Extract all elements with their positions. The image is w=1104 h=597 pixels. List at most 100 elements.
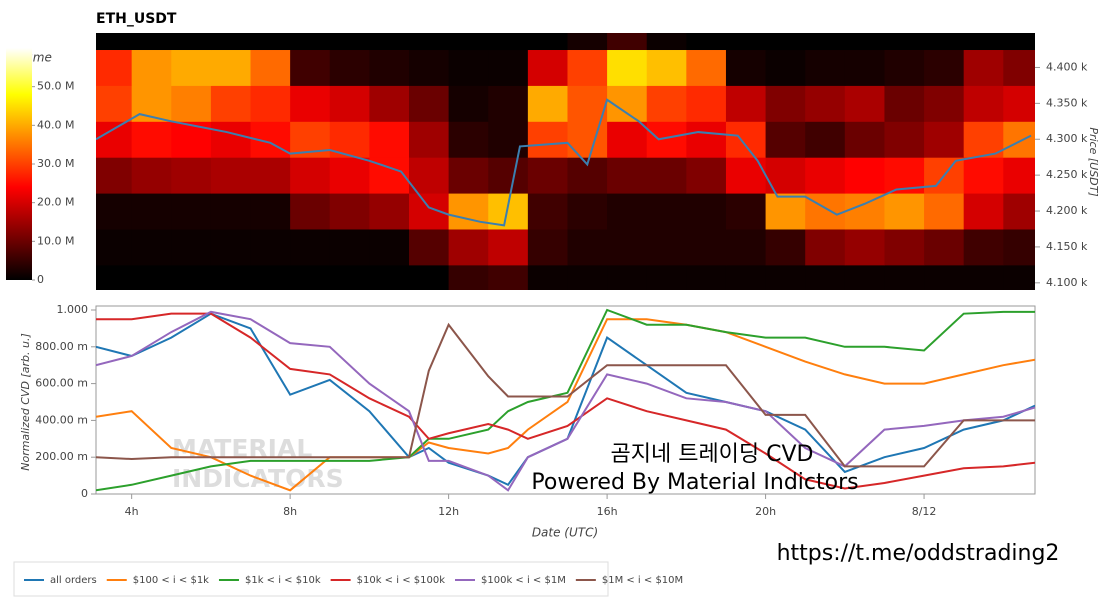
- heatmap-cell: [369, 33, 410, 51]
- heatmap-cell: [924, 33, 965, 51]
- heatmap-cell: [171, 49, 212, 86]
- heatmap-cell: [1003, 193, 1035, 230]
- heatmap-cell: [290, 157, 331, 194]
- heatmap-cell: [527, 49, 568, 86]
- heatmap-cell: [567, 228, 608, 266]
- colorbar: [6, 48, 32, 280]
- heatmap-cell: [686, 85, 727, 122]
- heatmap-cell: [96, 157, 133, 194]
- heatmap-cell: [884, 33, 925, 51]
- heatmap-cell: [448, 228, 489, 266]
- heatmap-cell: [369, 121, 410, 158]
- heatmap-cell: [646, 264, 687, 290]
- heatmap-cell: [210, 85, 252, 122]
- heatmap-cell: [844, 121, 885, 158]
- x-tick-label: 8h: [283, 505, 297, 518]
- heatmap-cell: [765, 157, 806, 194]
- heatmap-cell: [1003, 121, 1035, 158]
- y-axis-label: Price [USDT]: [1087, 127, 1100, 196]
- heatmap-cell: [329, 33, 370, 51]
- heatmap-cell: [805, 264, 846, 290]
- line-layer: [96, 308, 1035, 492]
- heatmap-cell: [765, 228, 806, 266]
- x-axis-label: Date (UTC): [532, 526, 598, 540]
- heatmap-cell: [567, 121, 608, 158]
- legend-label: $1k < i < $10k: [245, 575, 321, 586]
- y-tick-label: 4.100 k: [1046, 276, 1088, 289]
- heatmap-cell: [963, 228, 1004, 266]
- heatmap-cell: [884, 85, 925, 122]
- colorbar-tick-label: 50.0 M: [37, 80, 74, 93]
- heatmap-cell: [646, 33, 687, 51]
- heatmap-cell: [686, 121, 727, 158]
- heatmap-cell: [844, 264, 885, 290]
- heatmap-cell: [488, 85, 529, 122]
- cvd-line: [96, 308, 1035, 492]
- heatmap-cell: [409, 85, 450, 122]
- heatmap-cell: [290, 33, 331, 51]
- annotation: Powered By Material Indictors: [531, 470, 858, 495]
- heatmap-cell: [607, 121, 648, 158]
- legend-label: $100 < i < $1k: [133, 575, 209, 586]
- x-tick-label: 16h: [597, 505, 618, 518]
- heatmap-cell: [567, 264, 608, 290]
- heatmap-cell: [369, 49, 410, 86]
- heatmap-cell: [567, 85, 608, 122]
- heatmap-cell: [567, 193, 608, 230]
- heatmap-cell: [607, 49, 648, 86]
- heatmap-cell: [171, 121, 212, 158]
- heatmap-cell: [646, 85, 687, 122]
- heatmap-cell: [725, 85, 767, 122]
- heatmap-cell: [96, 85, 133, 122]
- heatmap-cell: [686, 264, 727, 290]
- colorbar-tick-label: 20.0 M: [37, 196, 74, 209]
- heatmap-cell: [725, 121, 767, 158]
- heatmap-cell: [725, 33, 767, 51]
- heatmap-cell: [250, 49, 291, 86]
- y-tick-label: 4.250 k: [1046, 168, 1088, 181]
- heatmap-cell: [409, 121, 450, 158]
- heatmap-cell: [805, 228, 846, 266]
- heatmap-cell: [290, 85, 331, 122]
- heatmap-cell: [329, 157, 370, 194]
- heatmap-cell: [329, 49, 370, 86]
- heatmap-cell: [725, 157, 767, 194]
- heatmap-cell: [646, 121, 687, 158]
- heatmap-cell: [131, 193, 172, 230]
- heatmap-cell: [924, 228, 965, 266]
- heatmap-cell: [171, 85, 212, 122]
- heatmap-cell: [765, 193, 806, 230]
- heatmap-cell: [686, 33, 727, 51]
- heatmap-cell: [369, 264, 410, 290]
- cvd-line: [96, 322, 1035, 468]
- heatmap-cell: [488, 33, 529, 51]
- heatmap-cell: [1003, 33, 1035, 51]
- cvd-line: [96, 318, 1035, 492]
- heatmap-cell: [646, 193, 687, 230]
- heatmap-cell: [686, 49, 727, 86]
- heatmap-cell: [884, 121, 925, 158]
- heatmap-cell: [765, 49, 806, 86]
- heatmap-cell: [686, 157, 727, 194]
- heatmap-cell: [329, 228, 370, 266]
- heatmap-cell: [567, 49, 608, 86]
- heatmap-cell: [171, 264, 212, 290]
- heatmap-cell: [686, 228, 727, 266]
- heatmap-cell: [290, 264, 331, 290]
- plot-frame: [95, 305, 1036, 495]
- heatmap-cell: [210, 49, 252, 86]
- y-tick-label: 800.00 m: [35, 340, 88, 353]
- heatmap-cell: [725, 49, 767, 86]
- heatmap-cell: [844, 228, 885, 266]
- heatmap-cell: [290, 193, 331, 230]
- heatmap-cell: [725, 264, 767, 290]
- heatmap-cell: [96, 33, 133, 51]
- y-tick-label: 1.000: [57, 303, 89, 316]
- heatmap-cell: [607, 228, 648, 266]
- heatmap-cell: [805, 85, 846, 122]
- heatmap-cell: [844, 49, 885, 86]
- legend-label: $10k < i < $100k: [357, 575, 446, 586]
- price-line: [96, 98, 1032, 227]
- heatmap-cell: [488, 49, 529, 86]
- heatmap-cell: [369, 228, 410, 266]
